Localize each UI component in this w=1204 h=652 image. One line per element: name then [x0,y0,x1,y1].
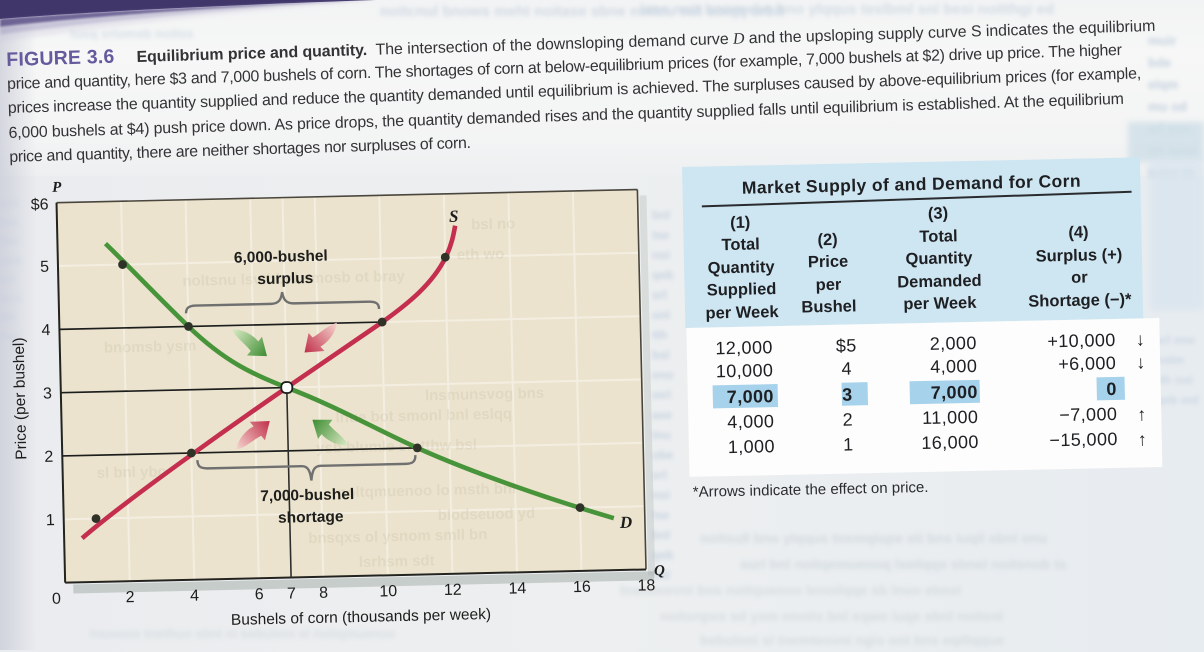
svg-text:2: 2 [125,589,134,606]
svg-text:sl bnl ybo: sl bnl ybo [96,463,166,482]
svg-text:5: 5 [40,259,49,276]
svg-text:P: P [52,180,62,196]
svg-text:7,000-bushel: 7,000-bushel [260,486,354,505]
svg-text:0: 0 [52,591,61,608]
svg-text:Bushels of corn (thousands per: Bushels of corn (thousands per week) [231,606,492,629]
svg-text:lnsmunsvog bns: lnsmunsvog bns [425,385,545,405]
svg-text:4: 4 [41,322,50,339]
svg-text:noltsnu lsvthbnl smosb ot bray: noltsnu lsvthbnl smosb ot bray [182,268,406,290]
svg-text:1: 1 [46,512,55,529]
svg-text:16: 16 [573,579,591,596]
svg-text:6: 6 [255,586,264,603]
svg-text:bsl no: bsl no [471,215,516,233]
svg-text:Price (per bushel): Price (per bushel) [11,337,31,460]
svg-text:S: S [449,207,459,226]
svg-text:12: 12 [444,582,462,599]
svg-text:shortage: shortage [278,508,344,526]
svg-text:lnue bot smonl bnl eslqq: lnue bot smonl bnl eslqq [335,405,512,426]
svg-text:lsrhsm sdt: lsrhsm sdt [359,552,435,571]
svg-text:D: D [619,513,633,532]
svg-text:4: 4 [190,588,199,605]
svg-text:bnsqxs ol ysnom smll bn: bnsqxs ol ysnom smll bn [308,526,488,547]
svg-text:18: 18 [637,577,655,594]
svg-text:8: 8 [319,585,328,602]
svg-text:noltqmuenoo lo msth bnl: noltqmuenoo lo msth bnl [337,480,516,501]
svg-text:surplus: surplus [257,270,313,288]
svg-text:2: 2 [44,449,53,466]
svg-text:14: 14 [508,580,526,597]
svg-text:bnomsb ysm: bnomsb ysm [104,338,197,357]
svg-text:ysb blumle sn tthw bsl: ysb blumle sn tthw bsl [316,436,477,457]
svg-text:eth wo: eth wo [457,246,505,264]
svg-text:blodseuod yd: blodseuod yd [438,505,536,524]
svg-text:10: 10 [379,583,397,600]
svg-text:$6: $6 [31,196,49,213]
svg-text:7: 7 [287,585,296,602]
svg-text:Q: Q [654,563,665,579]
svg-text:6,000-bushel: 6,000-bushel [234,248,328,267]
svg-text:3: 3 [43,385,52,402]
